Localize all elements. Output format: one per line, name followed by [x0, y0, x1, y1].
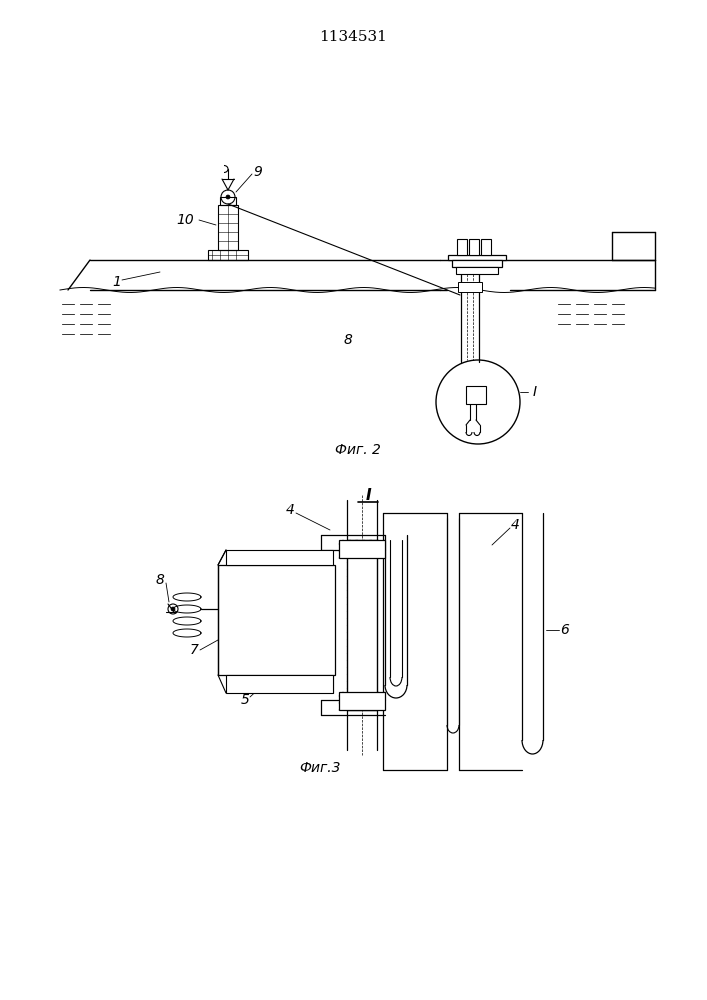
Text: Фиг. 2: Фиг. 2: [335, 443, 381, 457]
Bar: [220, 197, 236, 205]
Bar: [208, 250, 248, 260]
Text: I: I: [366, 488, 370, 502]
Text: I: I: [533, 385, 537, 399]
Text: 1: 1: [112, 275, 122, 289]
Bar: [226, 550, 333, 565]
Bar: [226, 675, 333, 693]
Bar: [466, 386, 486, 404]
Bar: [448, 255, 506, 260]
Bar: [339, 540, 385, 558]
Bar: [481, 239, 491, 255]
Bar: [458, 282, 482, 292]
Circle shape: [171, 607, 175, 611]
Text: 8: 8: [344, 333, 352, 347]
Text: 1134531: 1134531: [319, 30, 387, 44]
Bar: [469, 239, 479, 255]
Text: 10: 10: [176, 213, 194, 227]
Text: 4: 4: [286, 503, 294, 517]
Bar: [339, 692, 385, 710]
Bar: [452, 260, 502, 267]
Text: 5: 5: [240, 693, 250, 707]
Circle shape: [436, 360, 520, 444]
Bar: [456, 267, 498, 274]
Text: 9: 9: [254, 165, 262, 179]
Text: Фиг.3: Фиг.3: [299, 761, 341, 775]
Bar: [218, 565, 335, 675]
Circle shape: [226, 195, 230, 199]
Text: 6: 6: [561, 623, 569, 637]
Bar: [347, 540, 377, 710]
Text: 4: 4: [510, 518, 520, 532]
Text: 8: 8: [156, 573, 165, 587]
Bar: [457, 239, 467, 255]
Text: 7: 7: [189, 643, 199, 657]
Bar: [218, 205, 238, 250]
